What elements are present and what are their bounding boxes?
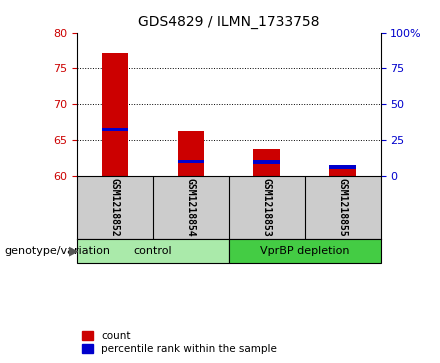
Bar [330, 165, 356, 169]
Bar [178, 160, 204, 163]
Bar [253, 149, 280, 176]
Bar [178, 131, 204, 176]
Text: GSM1218852: GSM1218852 [110, 178, 120, 237]
Text: VprBP depletion: VprBP depletion [260, 246, 349, 256]
Text: GSM1218853: GSM1218853 [262, 178, 272, 237]
Bar [229, 239, 381, 263]
Text: ▶: ▶ [69, 245, 79, 257]
Legend: count, percentile rank within the sample: count, percentile rank within the sample [82, 331, 277, 354]
Bar [102, 53, 128, 176]
Bar [253, 160, 280, 164]
Bar [330, 166, 356, 176]
Bar [77, 239, 229, 263]
Title: GDS4829 / ILMN_1733758: GDS4829 / ILMN_1733758 [138, 15, 319, 29]
Text: genotype/variation: genotype/variation [4, 246, 110, 256]
Text: GSM1218855: GSM1218855 [337, 178, 348, 237]
Text: GSM1218854: GSM1218854 [186, 178, 196, 237]
Bar [102, 128, 128, 131]
Text: control: control [134, 246, 172, 256]
